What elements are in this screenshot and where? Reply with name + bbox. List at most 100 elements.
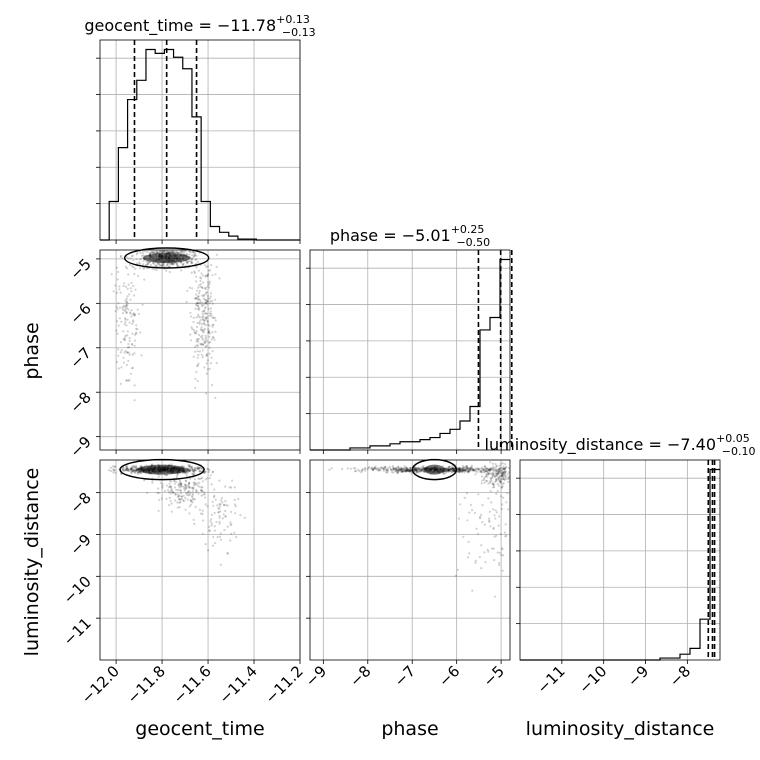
scatter-point [156, 491, 159, 494]
scatter-point [217, 511, 220, 514]
scatter-point [204, 317, 207, 320]
scatter-point [413, 466, 416, 469]
scatter-point [374, 465, 377, 468]
scatter-point [497, 469, 500, 472]
scatter-point [402, 470, 405, 473]
scatter-point [219, 503, 222, 506]
scatter-point [482, 471, 485, 474]
scatter-point [226, 552, 229, 556]
scatter-point [463, 469, 466, 472]
scatter-point [129, 263, 132, 266]
scatter-point [119, 254, 122, 257]
scatter-point [467, 470, 470, 473]
scatter-point [385, 469, 388, 472]
scatter-point [197, 315, 200, 318]
scatter-point [503, 467, 506, 470]
scatter-point [492, 470, 495, 473]
scatter-point [197, 465, 200, 468]
scatter-point [131, 254, 134, 257]
scatter-point [466, 467, 469, 470]
scatter-point [198, 466, 201, 469]
scatter-point [502, 471, 505, 474]
scatter-point [466, 470, 469, 473]
scatter-point [400, 470, 403, 473]
title-luminosity-distance: luminosity_distance = −7.40+0.05 −0.10 [485, 432, 756, 458]
scatter-point [447, 470, 450, 473]
scatter-point [459, 470, 462, 473]
scatter-point [173, 479, 176, 482]
scatter-point [465, 468, 468, 471]
scatter-point [122, 466, 125, 469]
scatter-point [121, 307, 124, 310]
scatter-point [408, 470, 411, 473]
scatter-point [492, 483, 496, 486]
scatter-point [124, 310, 127, 313]
scatter-point [367, 466, 370, 469]
scatter-point [135, 332, 138, 335]
scatter-point [182, 494, 185, 497]
scatter-point [183, 489, 187, 492]
scatter-point [186, 471, 189, 474]
scatter-point [126, 351, 129, 354]
scatter-point [462, 467, 465, 470]
scatter-point [501, 478, 505, 481]
scatter-point [495, 479, 498, 482]
scatter-point [176, 501, 179, 504]
scatter-point [379, 468, 382, 471]
scatter-point [460, 471, 464, 474]
scatter-point [126, 287, 129, 290]
scatter-point [452, 469, 455, 472]
scatter-point [400, 468, 403, 471]
scatter-point [398, 469, 401, 472]
scatter-point [191, 472, 194, 475]
scatter-point [470, 467, 473, 470]
scatter-point [124, 350, 127, 353]
scatter-point [184, 496, 187, 500]
scatter-point [160, 250, 163, 253]
scatter-point [132, 319, 135, 322]
scatter-point [489, 461, 492, 464]
scatter-point [503, 473, 506, 476]
scatter-point [209, 307, 212, 310]
scatter-point [135, 324, 138, 327]
scatter-point [485, 479, 489, 482]
scatter-point [473, 470, 476, 473]
scatter-point [206, 319, 209, 322]
scatter-point [217, 506, 220, 510]
scatter-point [170, 487, 173, 490]
scatter-point [199, 488, 202, 491]
scatter-point [493, 559, 496, 562]
scatter-point [114, 284, 117, 287]
scatter-point [457, 466, 460, 469]
scatter-point [158, 262, 161, 265]
scatter-point [191, 490, 194, 493]
ylabel-phase: phase [21, 322, 43, 379]
x-tick-label: −10 [575, 662, 610, 697]
scatter-point [211, 331, 214, 334]
scatter-point [204, 302, 207, 305]
scatter-point [126, 346, 129, 349]
scatter-point [489, 525, 492, 528]
scatter-point [491, 473, 494, 476]
scatter-point [178, 498, 181, 501]
scatter-point [202, 310, 205, 313]
y-tick-label: −9 [66, 433, 94, 461]
scatter-point [127, 273, 130, 276]
scatter-point [190, 258, 194, 261]
scatter-point [203, 309, 206, 312]
scatter-point [208, 477, 211, 480]
scatter-point [204, 298, 207, 301]
scatter-point [478, 470, 482, 473]
scatter-point [137, 471, 140, 474]
scatter-point [204, 306, 207, 309]
scatter-point [151, 261, 155, 265]
scatter-point [136, 468, 139, 471]
scatter-point [151, 251, 154, 254]
scatter-point [206, 316, 209, 319]
panel-frame [99, 249, 301, 451]
scatter-point [193, 253, 196, 256]
scatter-point [507, 475, 510, 478]
scatter-point [188, 465, 191, 468]
scatter-point [214, 498, 217, 501]
scatter-point [201, 489, 204, 492]
